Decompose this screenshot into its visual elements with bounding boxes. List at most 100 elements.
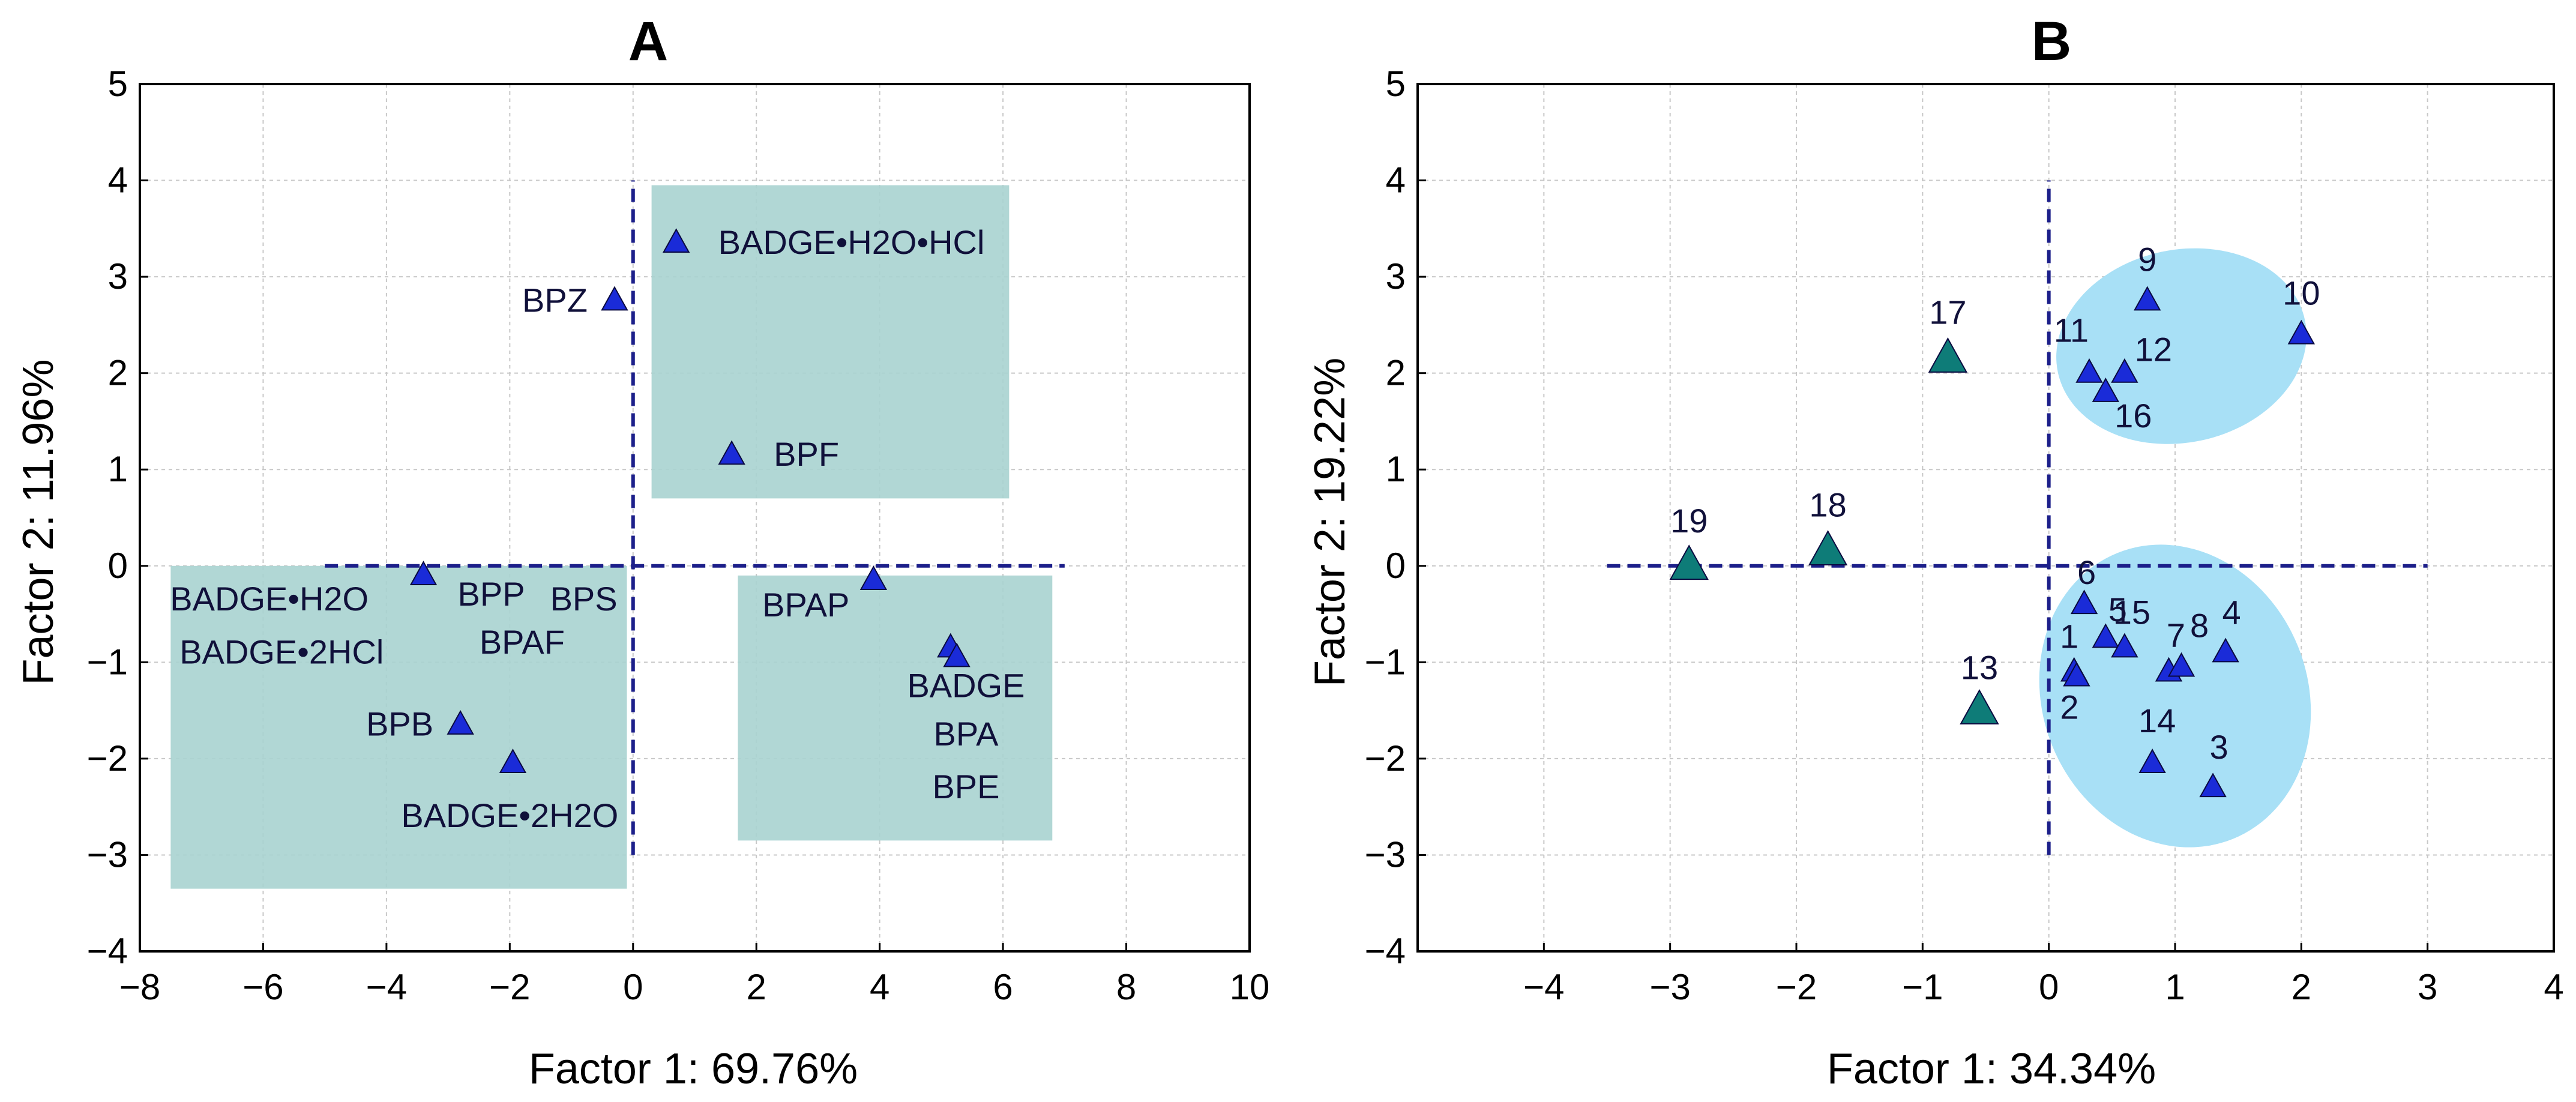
- y-tick-label: 0: [1386, 546, 1406, 586]
- y-tick-label: −2: [1365, 738, 1406, 778]
- point-label: BADGE•H2O•HCl: [718, 223, 985, 261]
- point-number-label: 10: [2283, 274, 2320, 312]
- x-tick-label: −6: [242, 967, 283, 1007]
- data-point-blue: [2287, 319, 2316, 345]
- point-number-label: 1: [2060, 617, 2078, 655]
- group-label: BPP: [457, 575, 525, 613]
- x-tick-label: −1: [1902, 967, 1943, 1007]
- point-number-label: 18: [1809, 486, 1846, 524]
- panel-a-plot-frame: [139, 83, 1251, 953]
- x-tick-label: 1: [2165, 967, 2185, 1007]
- group-label: BPA: [934, 715, 999, 753]
- point-number-label: 9: [2138, 240, 2156, 278]
- data-point: [662, 228, 690, 253]
- group-label: BADGE: [907, 666, 1025, 704]
- point-number-label: 3: [2210, 728, 2228, 766]
- y-tick-label: −3: [87, 834, 128, 875]
- x-tick-label: 3: [2418, 967, 2437, 1007]
- data-point-blue: [2134, 286, 2161, 311]
- x-tick-label: 6: [993, 967, 1013, 1007]
- group-label: BPS: [550, 580, 618, 618]
- y-tick-label: 5: [1386, 64, 1406, 104]
- data-point-blue: [2199, 772, 2227, 798]
- point-label: BPB: [366, 705, 433, 743]
- y-tick-label: −2: [87, 738, 128, 778]
- y-tick-label: −4: [87, 931, 128, 971]
- y-tick-label: 1: [108, 449, 128, 489]
- data-point: [859, 565, 888, 590]
- panel-a-x-axis-label: Factor 1: 69.76%: [529, 1045, 858, 1093]
- panel-a-labels: BADGE•H2O•HCl BPZ BPF BPAP BPB BADGE•H2O BPP BP…: [170, 223, 1025, 834]
- data-point-blue: [2075, 358, 2103, 383]
- x-tick-label: 0: [2039, 967, 2059, 1007]
- group-label: BADGE•H2O: [170, 580, 369, 618]
- x-tick-label: −2: [1776, 967, 1817, 1007]
- data-point-teal: [1960, 689, 1999, 724]
- x-tick-label: −4: [1523, 967, 1564, 1007]
- x-tick-label: 4: [2544, 967, 2563, 1007]
- x-tick-label: 2: [747, 967, 766, 1007]
- data-point-blue: [2092, 378, 2120, 402]
- x-tick-label: −2: [489, 967, 530, 1007]
- y-tick-label: −4: [1365, 931, 1406, 971]
- point-number-label: 2: [2060, 688, 2078, 726]
- point-label: BPF: [774, 435, 839, 473]
- panel-a-x-ticks: −8 −6 −4 −2 0 2 4 6 8 10: [119, 943, 1270, 1007]
- x-tick-label: 0: [623, 967, 643, 1007]
- panel-a-reference-lines: [325, 180, 1065, 855]
- data-point: [601, 286, 628, 311]
- data-point-blue: [2138, 748, 2166, 774]
- data-point-teal: [1808, 530, 1848, 566]
- x-tick-label: −4: [366, 967, 407, 1007]
- data-point-blue: [2063, 661, 2090, 687]
- point-label: BPZ: [522, 281, 588, 319]
- x-tick-label: 8: [1116, 967, 1136, 1007]
- y-tick-label: 3: [108, 256, 128, 297]
- cluster-region: [651, 185, 1010, 499]
- point-number-label: 12: [2135, 331, 2172, 369]
- panel-a-points: [409, 228, 971, 774]
- point-number-label: 8: [2190, 606, 2209, 644]
- point-number-label: 5: [2108, 591, 2127, 628]
- y-tick-label: 3: [1386, 256, 1406, 297]
- panel-a-y-axis-label: Factor 2: 11.96%: [14, 360, 62, 685]
- x-tick-label: −3: [1649, 967, 1690, 1007]
- point-number-label: 19: [1670, 502, 1708, 540]
- panel-b-grid: [1418, 83, 2554, 952]
- y-tick-label: 0: [108, 546, 128, 586]
- data-point: [718, 440, 745, 465]
- panel-b-title: B: [2032, 11, 2071, 72]
- panel-b-x-ticks: −4 −3 −2 −1 0 1 2 3 4: [1523, 943, 2564, 1007]
- panel-a-title: A: [628, 11, 668, 72]
- group-label: BPE: [932, 768, 999, 805]
- point-number-label: 4: [2222, 593, 2241, 631]
- y-tick-label: 5: [108, 64, 128, 104]
- point-number-label: 6: [2077, 553, 2096, 591]
- y-tick-label: −3: [1365, 834, 1406, 875]
- cluster-region: [738, 575, 1053, 841]
- x-tick-label: 10: [1230, 967, 1270, 1007]
- point-number-label: 13: [1961, 649, 1998, 687]
- panel-a-regions: [170, 185, 1053, 889]
- data-point-blue: [2212, 637, 2239, 663]
- cluster-ellipse: [2039, 544, 2311, 848]
- data-point-teal: [1928, 337, 1968, 373]
- data-point: [943, 642, 971, 667]
- group-label: BPAF: [480, 623, 565, 661]
- panel-b-x-axis-label: Factor 1: 34.34%: [1827, 1045, 2156, 1093]
- point-label: BPAP: [762, 586, 849, 624]
- y-tick-label: 2: [1386, 353, 1406, 393]
- cluster-region: [170, 565, 627, 889]
- panel-b-plot-frame: [1416, 83, 2555, 953]
- point-number-label: 16: [2114, 397, 2152, 435]
- data-point: [447, 709, 474, 735]
- data-point-blue: [2167, 652, 2195, 677]
- x-tick-label: 4: [870, 967, 889, 1007]
- y-tick-label: −1: [1365, 642, 1406, 682]
- point-number-label: 15: [2113, 593, 2150, 631]
- point-number-label: 7: [2167, 616, 2185, 654]
- y-tick-label: 4: [1386, 160, 1406, 200]
- panel-b-reference-lines: [1607, 180, 2428, 855]
